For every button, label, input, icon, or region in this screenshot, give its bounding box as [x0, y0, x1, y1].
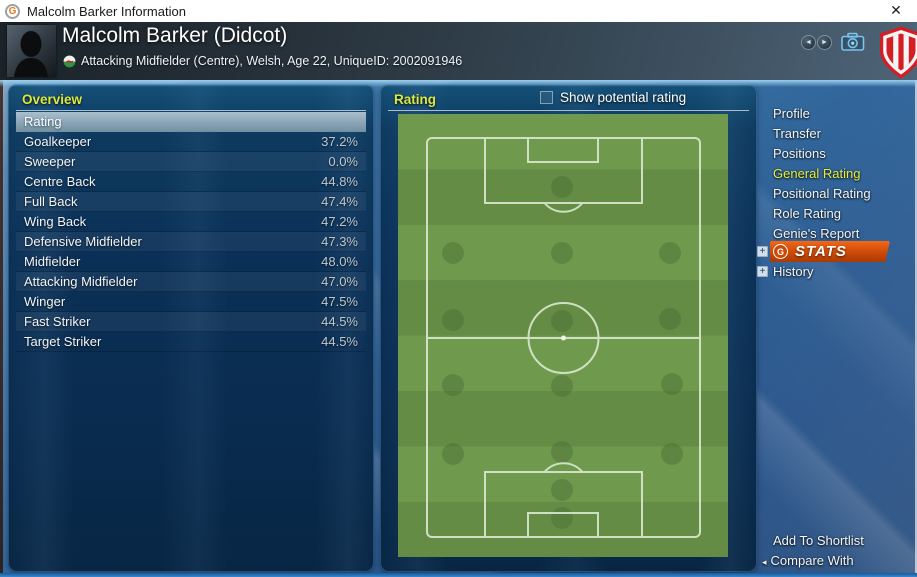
position-label: Goalkeeper: [24, 134, 92, 149]
next-icon: ►: [821, 39, 828, 46]
position-label: Defensive Midfielder: [24, 234, 142, 249]
sidebar-item-positional-rating[interactable]: Positional Rating: [773, 186, 871, 201]
club-badge: [880, 26, 917, 79]
position-label: Full Back: [24, 194, 78, 209]
rating-panel: Rating Show potential rating: [380, 84, 757, 572]
title-bar: G Malcolm Barker Information ✕: [0, 0, 917, 22]
window-bottom-edge: [0, 573, 917, 577]
compare-with-arrow-icon: ◂: [762, 557, 767, 567]
player-details-row: Attacking Midfielder (Centre), Welsh, Ag…: [63, 54, 462, 68]
sidebar-item-role-rating[interactable]: Role Rating: [773, 206, 841, 221]
genie-stats-logo-icon: G: [773, 244, 788, 259]
position-dots: [442, 176, 683, 529]
close-button[interactable]: ✕: [890, 2, 902, 18]
table-row: Midfielder 48.0%: [16, 252, 366, 272]
sidebar-item-history[interactable]: History: [773, 264, 814, 279]
position-label: Wing Back: [24, 214, 87, 229]
sidebar-item-general-rating[interactable]: General Rating: [773, 166, 861, 181]
player-name: Malcolm Barker (Didcot): [62, 24, 288, 47]
sidebar-item-transfer[interactable]: Transfer: [773, 126, 821, 141]
position-rating: 47.0%: [321, 274, 358, 289]
player-header: Malcolm Barker (Didcot) Attacking Midfie…: [0, 22, 917, 80]
player-details: Attacking Midfielder (Centre), Welsh, Ag…: [81, 54, 463, 68]
show-potential-rating-checkbox[interactable]: [540, 91, 553, 104]
rating-panel-title: Rating: [394, 92, 436, 107]
history-expand-icon[interactable]: +: [757, 266, 768, 277]
pitch-diagram: [398, 114, 728, 557]
overview-title-divider: [16, 110, 366, 111]
table-row: Goalkeeper 37.2%: [16, 132, 366, 152]
position-rating: 47.3%: [321, 234, 358, 249]
position-rating: 37.2%: [321, 134, 358, 149]
position-rating: 47.2%: [321, 214, 358, 229]
position-label: Winger: [24, 294, 66, 309]
genie-scout-app-icon: G: [5, 3, 20, 19]
sidebar-item-stats[interactable]: G STATS: [770, 241, 890, 262]
rating-table-header[interactable]: Rating: [16, 112, 366, 132]
stats-expand-icon[interactable]: +: [757, 246, 768, 257]
position-rating: 47.4%: [321, 194, 358, 209]
rating-title-divider: [388, 110, 749, 111]
compare-with-button[interactable]: ◂ Compare With: [762, 551, 854, 571]
player-photo-silhouette: [7, 25, 56, 77]
compare-with-label: Compare With: [770, 553, 854, 568]
table-row: Attacking Midfielder 47.0%: [16, 272, 366, 292]
position-rating: 44.5%: [321, 314, 358, 329]
overview-panel-title: Overview: [22, 92, 83, 107]
position-label: Midfielder: [24, 254, 81, 269]
position-rating: 44.5%: [321, 334, 358, 349]
position-label: Centre Back: [24, 174, 96, 189]
sidebar-item-positions[interactable]: Positions: [773, 146, 826, 161]
show-potential-rating-label[interactable]: Show potential rating: [560, 90, 687, 105]
position-label: Sweeper: [24, 154, 76, 169]
position-label: Fast Striker: [24, 314, 91, 329]
camera-icon[interactable]: [840, 31, 866, 53]
table-row: Fast Striker 44.5%: [16, 312, 366, 332]
next-player-button[interactable]: ►: [817, 35, 832, 50]
window-left-edge: [0, 22, 3, 577]
table-row: Wing Back 47.2%: [16, 212, 366, 232]
stats-label: STATS: [795, 243, 847, 260]
overview-panel: Overview Rating Goalkeeper 37.2% Sweeper…: [8, 84, 374, 572]
sidebar-item-profile[interactable]: Profile: [773, 106, 810, 121]
position-label: Attacking Midfielder: [24, 274, 138, 289]
add-to-shortlist-button[interactable]: Add To Shortlist: [773, 533, 864, 548]
position-rating: 48.0%: [321, 254, 358, 269]
welsh-flag-icon: [63, 54, 76, 68]
table-row: Full Back 47.4%: [16, 192, 366, 212]
position-rating: 0.0%: [328, 154, 358, 169]
table-row: Target Striker 44.5%: [16, 332, 366, 352]
rating-table: Rating Goalkeeper 37.2% Sweeper 0.0% Cen…: [16, 112, 366, 352]
position-rating: 47.5%: [321, 294, 358, 309]
position-rating: 44.8%: [321, 174, 358, 189]
table-row: Winger 47.5%: [16, 292, 366, 312]
table-row: Sweeper 0.0%: [16, 152, 366, 172]
table-row: Defensive Midfielder 47.3%: [16, 232, 366, 252]
previous-player-button[interactable]: ◄: [801, 35, 816, 50]
prev-icon: ◄: [805, 39, 812, 46]
position-label: Target Striker: [24, 334, 102, 349]
sidebar-item-genies-report[interactable]: Genie's Report: [773, 226, 860, 241]
table-row: Centre Back 44.8%: [16, 172, 366, 192]
window-title: Malcolm Barker Information: [27, 3, 186, 19]
header-glow-divider: [0, 80, 917, 87]
window-right-edge: [915, 22, 917, 577]
